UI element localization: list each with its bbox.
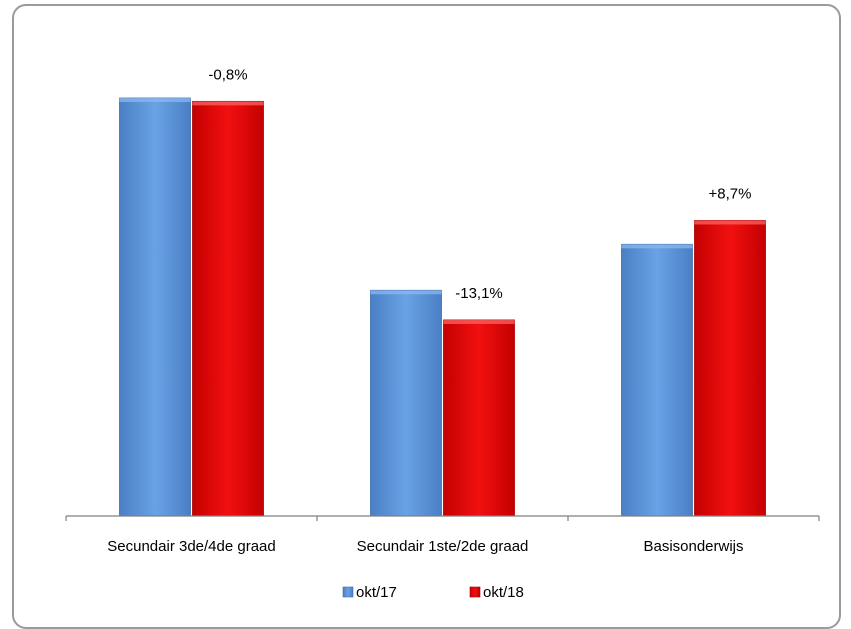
bar-okt-17-2 [370,289,442,517]
legend-swatch-1 [342,586,354,598]
legend-label-2: okt/18 [483,584,524,601]
legend: okt/17 okt/18 [342,584,524,601]
legend-label-1: okt/17 [356,584,397,601]
bar-top-highlight [694,220,766,225]
bar-top-highlight [192,101,264,106]
bar-okt-17-1 [119,97,191,517]
category-label-1: Secundair 3de/4de graad [107,538,275,555]
bar-okt-18-2 [443,319,515,517]
bar-okt-18-1 [192,100,264,517]
category-label-2: Secundair 1ste/2de graad [357,538,529,555]
legend-swatch-2 [469,586,481,598]
bar-top-highlight [443,319,515,324]
bar-okt-17-3 [621,243,693,517]
data-label-2: -13,1% [455,285,503,302]
bar-top-highlight [370,290,442,295]
bar-top-highlight [119,98,191,102]
data-label-1: -0,8% [208,66,247,83]
bar-top-highlight [621,244,693,249]
labels-group: -0,8% Secundair 3de/4de graad -13,1% Secund… [107,66,751,555]
data-label-3: +8,7% [709,185,752,202]
x-axis [65,515,820,521]
bars-group [119,97,766,517]
bar-okt-18-3 [694,220,766,517]
category-label-3: Basisonderwijs [643,538,743,555]
